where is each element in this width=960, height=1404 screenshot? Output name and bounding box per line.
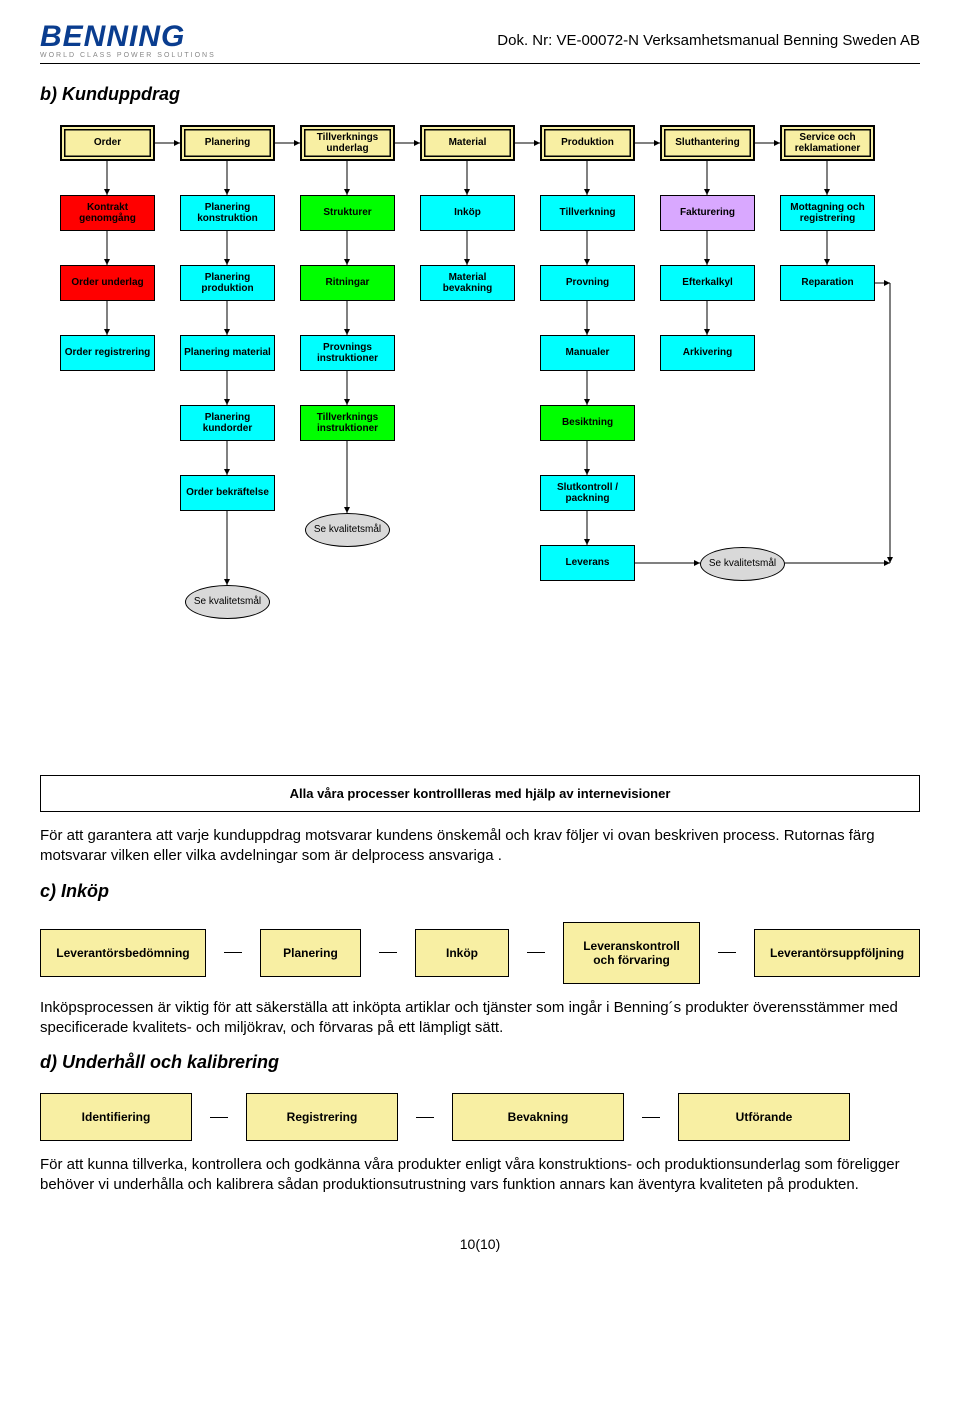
section-d-title: d) Underhåll och kalibrering — [40, 1052, 920, 1073]
chart-box-r3c1: Order underlag — [60, 265, 155, 301]
doc-title: Dok. Nr: VE-00072-N Verksamhetsmanual Be… — [497, 32, 920, 49]
logo-text: BENNING — [40, 20, 216, 54]
logo: BENNING World Class Power Solutions — [40, 20, 216, 59]
chart-box-r2c6: Fakturering — [660, 195, 755, 231]
row-c-box-4: Leverantörsuppföljning — [754, 929, 920, 977]
chart-box-r1c7: Service och reklamationer — [780, 125, 875, 161]
chart-box-r5c2: Planering kundorder — [180, 405, 275, 441]
chart-box-r4c2: Planering material — [180, 335, 275, 371]
row-c-connector-2 — [527, 952, 545, 953]
para-1: För att garantera att varje kunduppdrag … — [40, 826, 920, 867]
chart-box-r2c2: Planering konstruktion — [180, 195, 275, 231]
chart-box-r7c5: Leverans — [540, 545, 635, 581]
chart-box-r1c2: Planering — [180, 125, 275, 161]
row-d-connector-0 — [210, 1117, 228, 1118]
row-d-box-2: Bevakning — [452, 1093, 624, 1141]
chart-box-r4c6: Arkivering — [660, 335, 755, 371]
para-3: För att kunna tillverka, kontrollera och… — [40, 1155, 920, 1196]
row-c-box-2: Inköp — [415, 929, 509, 977]
row-c-connector-3 — [718, 952, 736, 953]
logo-tagline: World Class Power Solutions — [40, 52, 216, 59]
chart-box-r2c7: Mottagning och registrering — [780, 195, 875, 231]
chart-box-r2c4: Inköp — [420, 195, 515, 231]
row-d-box-0: Identifiering — [40, 1093, 192, 1141]
row-c-connector-0 — [224, 952, 242, 953]
chart-box-e2: Se kvalitetsmål — [700, 547, 785, 581]
row-d-connector-2 — [642, 1117, 660, 1118]
chart-box-r3c5: Provning — [540, 265, 635, 301]
chart-box-r1c5: Produktion — [540, 125, 635, 161]
chart-box-r1c1: Order — [60, 125, 155, 161]
chart-box-r4c1: Order registrering — [60, 335, 155, 371]
para-2: Inköpsprocessen är viktig för att säkers… — [40, 998, 920, 1039]
row-c-connector-1 — [379, 952, 397, 953]
chart-box-r6c2: Order bekräftelse — [180, 475, 275, 511]
chart-box-r6c5: Slutkontroll / packning — [540, 475, 635, 511]
chart-box-r2c1: Kontrakt genomgång — [60, 195, 155, 231]
chart-box-r4c5: Manualer — [540, 335, 635, 371]
page-number: 10(10) — [40, 1236, 920, 1252]
row-d: Identifiering Registrering Bevakning Utföra… — [40, 1093, 920, 1141]
section-c-title: c) Inköp — [40, 881, 920, 902]
row-c-box-3: Leveranskontroll och förvaring — [563, 922, 700, 984]
row-c: Leverantörsbedömning Planering Inköp Levera… — [40, 922, 920, 984]
chart-box-r2c5: Tillverkning — [540, 195, 635, 231]
chart-box-r3c2: Planering produktion — [180, 265, 275, 301]
chart-box-r1c6: Sluthantering — [660, 125, 755, 161]
row-d-connector-1 — [416, 1117, 434, 1118]
chart-box-r3c7: Reparation — [780, 265, 875, 301]
chart-box-e3: Se kvalitetsmål — [185, 585, 270, 619]
banner: Alla våra processer kontrollleras med hj… — [40, 775, 920, 812]
section-b-title: b) Kunduppdrag — [40, 84, 920, 105]
row-c-box-0: Leverantörsbedömning — [40, 929, 206, 977]
kunduppdrag-chart: Order Planering Tillverknings underlag Mate… — [40, 125, 920, 745]
chart-box-r3c6: Efterkalkyl — [660, 265, 755, 301]
chart-box-e1: Se kvalitetsmål — [305, 513, 390, 547]
chart-box-r4c3: Provnings instruktioner — [300, 335, 395, 371]
row-c-box-1: Planering — [260, 929, 361, 977]
chart-box-r2c3: Strukturer — [300, 195, 395, 231]
chart-box-r1c4: Material — [420, 125, 515, 161]
row-d-box-1: Registrering — [246, 1093, 398, 1141]
chart-box-r1c3: Tillverknings underlag — [300, 125, 395, 161]
row-d-box-3: Utförande — [678, 1093, 850, 1141]
chart-box-r5c3: Tillverknings instruktioner — [300, 405, 395, 441]
chart-box-r5c5: Besiktning — [540, 405, 635, 441]
chart-box-r3c3: Ritningar — [300, 265, 395, 301]
chart-box-r3c4: Material bevakning — [420, 265, 515, 301]
header-rule — [40, 63, 920, 64]
